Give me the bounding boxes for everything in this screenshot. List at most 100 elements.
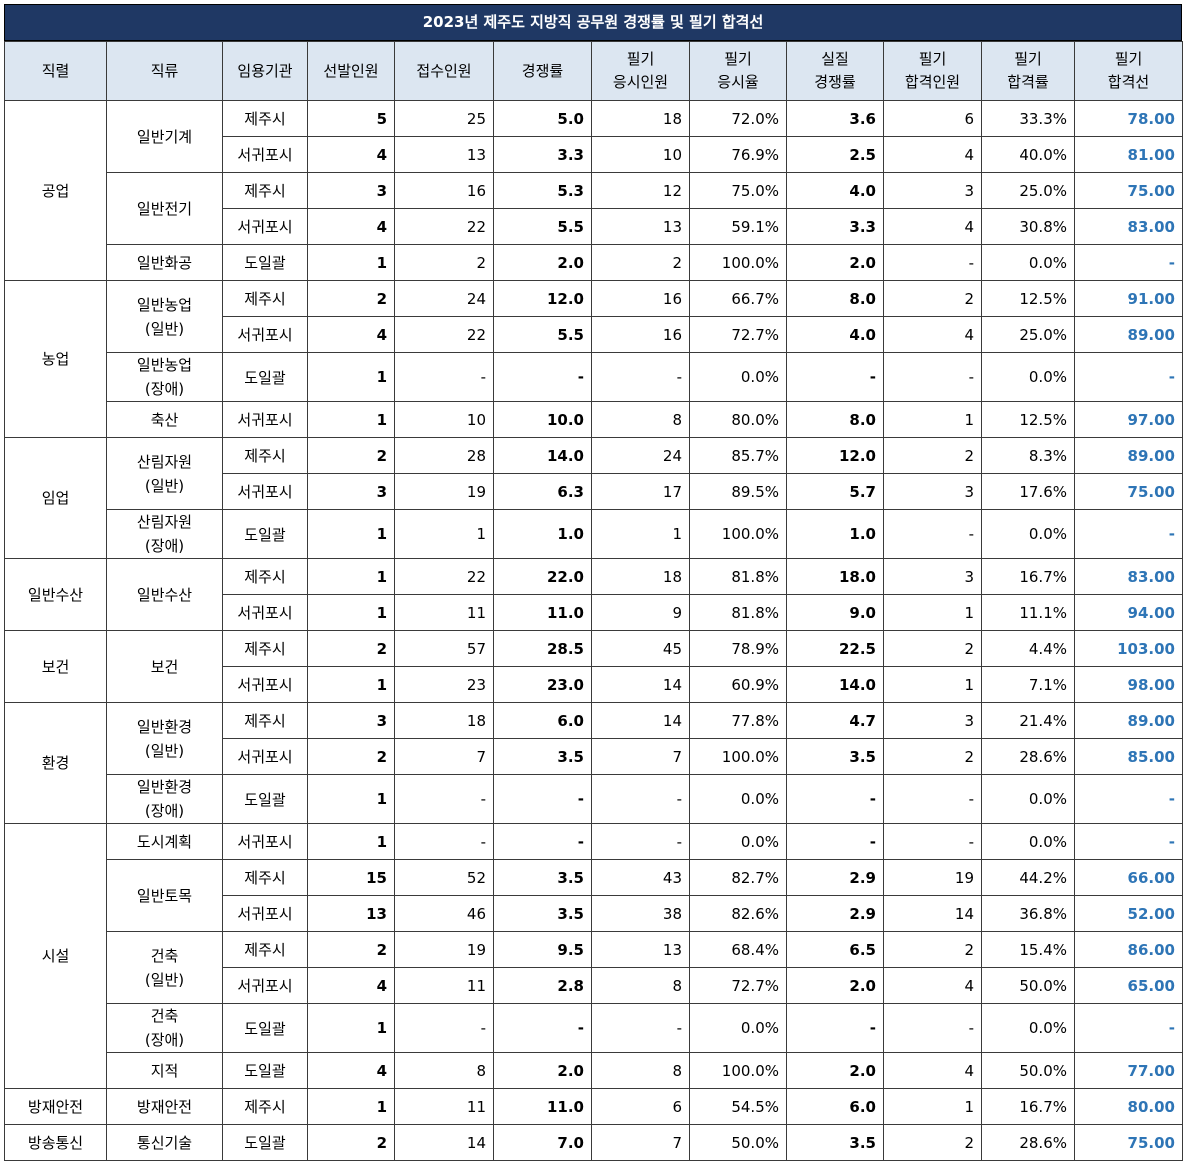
cell-cutoff: 94.00 xyxy=(1074,594,1183,631)
cell-passed: 2 xyxy=(883,931,982,968)
cell-subseries: 건축 (일반) xyxy=(106,931,223,1004)
cell-cutoff: 89.00 xyxy=(1074,437,1183,474)
cell-subseries: 일반환경 (장애) xyxy=(106,774,223,824)
cell-subseries: 일반화공 xyxy=(106,244,223,281)
cell-cutoff: - xyxy=(1074,509,1183,559)
cell-exam-rate: 100.0% xyxy=(689,509,787,559)
cell-agency: 도일괄 xyxy=(222,509,308,559)
table-row: 방송통신 통신기술 도일괄 2 14 7.0 7 50.0% 3.5 2 28.6% 75.00 xyxy=(4,1124,1183,1161)
table-row: 서귀포시 4 22 5.5 16 72.7% 4.0 4 25.0% 89.00 xyxy=(5,316,1183,353)
cell-real-competition: 3.3 xyxy=(786,208,884,245)
cell-exam-rate: 75.0% xyxy=(689,172,787,209)
cell-exam-rate: 0.0% xyxy=(689,352,787,402)
cell-pass-rate: 15.4% xyxy=(981,931,1075,968)
table-row: 서귀포시 13 46 3.5 38 82.6% 2.9 14 36.8% 52.00 xyxy=(5,895,1183,932)
cell-selected: 2 xyxy=(307,931,395,968)
cell-cutoff: 89.00 xyxy=(1074,316,1183,353)
cell-applied: 24 xyxy=(394,280,494,317)
cell-subseries: 일반농업 (일반) xyxy=(106,280,223,353)
cell-exam-takers: - xyxy=(591,1003,690,1053)
cell-exam-rate: 68.4% xyxy=(689,931,787,968)
cell-applied: 1 xyxy=(394,509,494,559)
cell-exam-takers: 13 xyxy=(591,931,690,968)
cell-cutoff: - xyxy=(1074,1003,1183,1053)
table-row: 일반토목 제주시 15 52 3.5 43 82.7% 2.9 19 44.2% 66.00 xyxy=(5,859,1183,932)
cell-applied: 7 xyxy=(394,738,494,775)
cell-subseries: 방재안전 xyxy=(106,1088,223,1125)
cell-competition-rate: 5.5 xyxy=(493,316,592,353)
cell-selected: 2 xyxy=(307,1124,395,1161)
cell-cutoff: 77.00 xyxy=(1074,1052,1183,1089)
cell-exam-takers: 14 xyxy=(591,702,690,739)
cell-real-competition: - xyxy=(786,774,884,824)
cell-applied: 16 xyxy=(394,172,494,209)
cell-exam-takers: 1 xyxy=(591,509,690,559)
cell-pass-rate: 16.7% xyxy=(981,1088,1075,1125)
cell-agency: 도일괄 xyxy=(222,352,308,402)
cell-agency: 제주시 xyxy=(222,630,308,667)
cell-agency: 제주시 xyxy=(222,172,308,209)
cell-series: 임업 xyxy=(4,437,107,559)
table-row: 서귀포시 4 22 5.5 13 59.1% 3.3 4 30.8% 83.00 xyxy=(5,208,1183,245)
header-passed: 필기 합격인원 xyxy=(883,41,982,101)
cell-exam-takers: 2 xyxy=(591,244,690,281)
table-row: 산림자원 (장애) 도일괄 1 1 1.0 1 100.0% 1.0-0.0% - xyxy=(5,509,1183,559)
table-row: 환경 일반환경 (일반) 제주시 3 18 6.0 14 77.8% 4.7 3 21.4% 89.0… xyxy=(4,702,1183,824)
header-real-competition: 실질 경쟁률 xyxy=(786,41,884,101)
cell-exam-rate: 81.8% xyxy=(689,558,787,595)
cell-applied: - xyxy=(394,774,494,824)
cell-selected: 4 xyxy=(307,1052,395,1089)
table-row: 시설 도시계획 서귀포시 1- - -0.0% - -0.0% - xyxy=(4,823,1183,1089)
table-row: 일반농업 (장애) 도일괄 1- - -0.0% - -0.0% - xyxy=(5,352,1183,402)
cell-passed: - xyxy=(883,244,982,281)
header-series: 직렬 xyxy=(4,41,107,101)
cell-cutoff: 86.00 xyxy=(1074,931,1183,968)
cell-agency: 도일괄 xyxy=(222,244,308,281)
cell-exam-takers: 17 xyxy=(591,473,690,510)
cell-agency: 도일괄 xyxy=(222,1124,308,1161)
header-subseries: 직류 xyxy=(106,41,223,101)
table-row: 일반수산 일반수산 제주시 1 22 22.0 18 81.8% 18.0 3 16.7% 83.00 xyxy=(4,558,1183,631)
table-row: 보건 보건 제주시 2 57 28.5 45 78.9% 22.5 2 4.4% 103.00 xyxy=(4,630,1183,703)
cell-applied: 22 xyxy=(394,316,494,353)
table-row: 공업 일반기계 제주시 5 25 5.0 18 72.0% 3.6 6 33.3% 78.00 xyxy=(4,100,1183,281)
cell-passed: 4 xyxy=(883,1052,982,1089)
cell-exam-takers: - xyxy=(591,823,690,860)
cell-exam-rate: 78.9% xyxy=(689,630,787,667)
cell-pass-rate: 0.0% xyxy=(981,244,1075,281)
cell-selected: 4 xyxy=(307,208,395,245)
cell-competition-rate: 2.0 xyxy=(493,244,592,281)
cell-agency: 제주시 xyxy=(222,558,308,595)
table-row: 건축 (장애) 도일괄 1- - -0.0% - -0.0% - xyxy=(5,1003,1183,1053)
cell-exam-rate: 72.7% xyxy=(689,967,787,1004)
cell-pass-rate: 0.0% xyxy=(981,774,1075,824)
cell-exam-takers: 38 xyxy=(591,895,690,932)
cell-exam-rate: 59.1% xyxy=(689,208,787,245)
cell-agency: 도일괄 xyxy=(222,1003,308,1053)
cell-real-competition: 2.0 xyxy=(786,1052,884,1089)
cell-competition-rate: - xyxy=(493,352,592,402)
cell-passed: 4 xyxy=(883,967,982,1004)
cell-passed: - xyxy=(883,823,982,860)
cell-real-competition: 6.0 xyxy=(786,1088,884,1125)
header-selected: 선발인원 xyxy=(307,41,395,101)
cell-exam-takers: 45 xyxy=(591,630,690,667)
cell-subseries: 건축 (장애) xyxy=(106,1003,223,1053)
cell-selected: 4 xyxy=(307,967,395,1004)
cell-real-competition: 8.0 xyxy=(786,401,884,438)
cell-subseries: 일반환경 (일반) xyxy=(106,702,223,775)
cell-applied: 57 xyxy=(394,630,494,667)
cell-applied: 19 xyxy=(394,473,494,510)
header-exam-takers: 필기 응시인원 xyxy=(591,41,690,101)
cell-selected: 1 xyxy=(307,352,395,402)
header-pass-rate: 필기 합격률 xyxy=(981,41,1075,101)
cell-agency: 서귀포시 xyxy=(222,823,308,860)
cell-exam-takers: 6 xyxy=(591,1088,690,1125)
cell-real-competition: 2.5 xyxy=(786,136,884,173)
cell-selected: 4 xyxy=(307,136,395,173)
cell-competition-rate: 22.0 xyxy=(493,558,592,595)
cell-subseries: 일반전기 xyxy=(106,172,223,245)
cell-cutoff: - xyxy=(1074,352,1183,402)
cell-applied: 8 xyxy=(394,1052,494,1089)
cell-real-competition: 6.5 xyxy=(786,931,884,968)
